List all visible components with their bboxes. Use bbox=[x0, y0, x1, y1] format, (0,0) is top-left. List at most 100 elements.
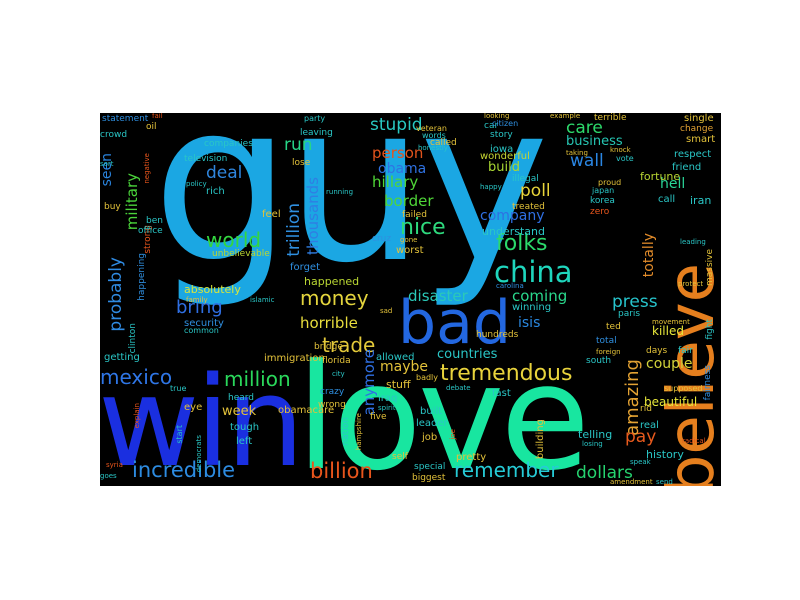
word-negative: negative bbox=[143, 153, 151, 184]
word-failed: failed bbox=[402, 210, 427, 220]
word-winning: winning bbox=[512, 302, 552, 313]
word-coming: coming bbox=[512, 287, 568, 305]
word-dollars: dollars bbox=[576, 463, 633, 483]
word-deal: deal bbox=[206, 163, 243, 183]
word-obama: obama bbox=[378, 161, 427, 177]
word-getting: getting bbox=[104, 352, 140, 363]
word-treated: treated bbox=[512, 202, 545, 212]
word-love: love bbox=[296, 333, 590, 486]
word-story: story bbox=[490, 130, 513, 140]
word-islamic: islamic bbox=[250, 296, 275, 304]
word-smart: smart bbox=[686, 134, 716, 145]
word-send: send bbox=[656, 478, 673, 486]
word-obamacare: obamacare bbox=[278, 405, 335, 416]
word-anymore: anymore bbox=[360, 349, 378, 416]
word-joe: joe bbox=[449, 429, 457, 440]
word-terrible: terrible bbox=[594, 113, 627, 123]
word-pretty: pretty bbox=[456, 452, 487, 463]
word-press: press bbox=[612, 292, 658, 312]
word-policy: policy bbox=[186, 180, 207, 188]
word-self: self bbox=[392, 452, 408, 462]
word-korea: korea bbox=[590, 196, 615, 206]
word-single: single bbox=[684, 113, 714, 124]
word-hell: hell bbox=[660, 176, 686, 192]
word-knock: knock bbox=[610, 146, 631, 154]
word-taking: taking bbox=[566, 149, 588, 157]
word-business: business bbox=[566, 134, 623, 149]
word-care: care bbox=[566, 118, 603, 138]
word-beautiful: beautiful bbox=[644, 395, 698, 409]
word-family: family bbox=[186, 296, 208, 304]
word-buy: buy bbox=[104, 202, 121, 212]
word-ted: ted bbox=[606, 322, 621, 332]
word-poll: poll bbox=[520, 181, 551, 201]
word-total: total bbox=[596, 336, 617, 346]
word-forget: forget bbox=[290, 262, 320, 273]
word-lose: lose bbox=[292, 158, 311, 168]
word-goes: goes bbox=[100, 472, 117, 480]
word-horrible: horrible bbox=[300, 314, 358, 332]
word-sad: sad bbox=[380, 307, 393, 315]
word-feel: feel bbox=[262, 209, 281, 220]
word-company: company bbox=[480, 208, 545, 224]
word-folks: folks bbox=[496, 231, 548, 256]
word-democrats: democrats bbox=[195, 435, 203, 473]
word-fast: fast bbox=[492, 388, 511, 399]
word-hillary: hillary bbox=[372, 173, 419, 191]
word-ben: ben bbox=[146, 216, 163, 226]
word-clinton: clinton bbox=[128, 323, 138, 354]
word-sort: sort bbox=[100, 160, 114, 168]
word-respect: respect bbox=[674, 149, 712, 160]
word-probably: probably bbox=[106, 257, 126, 332]
word-tremendous: tremendous bbox=[440, 361, 573, 386]
word-happy: happy bbox=[480, 183, 502, 191]
word-party: party bbox=[304, 114, 326, 123]
word-stupid: stupid bbox=[370, 115, 423, 135]
word-illegal: illegal bbox=[512, 174, 539, 184]
word-nation: nation bbox=[341, 417, 351, 446]
word-days: days bbox=[646, 346, 668, 356]
word-supposed: supposed bbox=[664, 384, 703, 393]
word-tough: tough bbox=[230, 422, 260, 433]
word-speak: speak bbox=[630, 458, 651, 466]
word-bring: bring bbox=[176, 297, 223, 318]
word-proud: proud bbox=[598, 178, 622, 187]
word-fight: fight bbox=[705, 319, 715, 340]
word-iran: iran bbox=[690, 194, 712, 207]
word-television: television bbox=[184, 154, 228, 164]
word-wrong: wrong bbox=[318, 400, 346, 410]
word-million: million bbox=[224, 367, 291, 391]
word-leading: leading bbox=[680, 238, 706, 246]
word-real: real bbox=[640, 420, 659, 431]
word-zero: zero bbox=[590, 207, 610, 217]
word-person: person bbox=[372, 144, 424, 162]
word-explain: explain bbox=[133, 403, 141, 429]
word-leader: leader bbox=[416, 418, 448, 429]
word-call: call bbox=[658, 194, 676, 205]
word-rid: rid bbox=[640, 404, 652, 414]
word-paris: paris bbox=[618, 309, 641, 319]
word-iraq: iraq bbox=[378, 393, 398, 404]
word-oil: oil bbox=[146, 122, 157, 132]
word-running: running bbox=[326, 188, 354, 196]
word-seen: seen bbox=[100, 153, 115, 187]
word-five: five bbox=[370, 412, 387, 422]
word-gone: gone bbox=[400, 236, 418, 244]
word-incredible: incredible bbox=[132, 458, 236, 482]
word-military: military bbox=[123, 173, 141, 231]
word-iowa: iowa bbox=[490, 144, 514, 155]
word-wall: wall bbox=[570, 151, 604, 171]
word-office: office bbox=[138, 226, 163, 236]
word-special: special bbox=[414, 462, 446, 472]
word-start: start bbox=[175, 425, 184, 444]
word-japan: japan bbox=[592, 186, 615, 195]
word-looking: looking bbox=[484, 113, 510, 120]
word-money: money bbox=[300, 286, 369, 310]
word-losing: losing bbox=[582, 440, 603, 448]
word-fairness: fairness bbox=[703, 365, 713, 401]
word-protect: protect bbox=[678, 280, 704, 288]
word-pay: pay bbox=[625, 427, 657, 447]
word-build: build bbox=[488, 160, 520, 175]
word-week: week bbox=[222, 404, 257, 419]
word-built: built bbox=[420, 406, 443, 417]
